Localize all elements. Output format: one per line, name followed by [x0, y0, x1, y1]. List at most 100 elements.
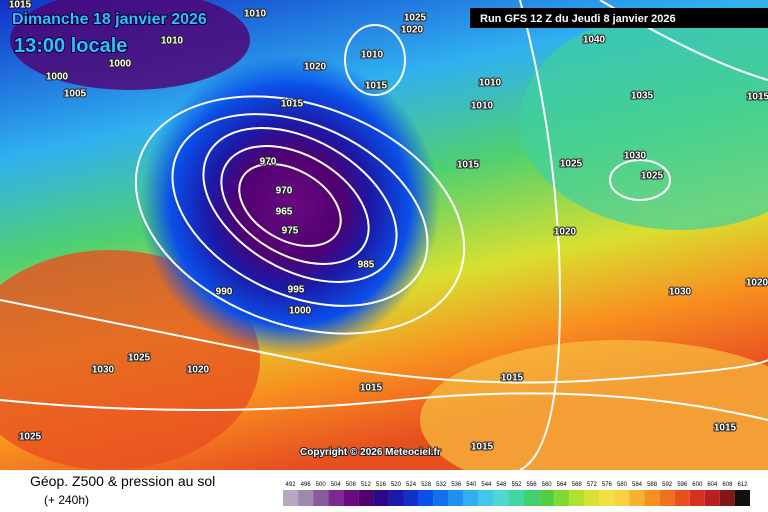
- legend-label: 516: [376, 482, 387, 488]
- isobar-label: 1015: [360, 383, 383, 394]
- isobar-label: 1015: [457, 160, 480, 171]
- isobar-label: 1020: [746, 278, 768, 289]
- legend-swatch: [659, 490, 675, 506]
- isobar-label: 1015: [365, 81, 388, 92]
- isobar-label: 1005: [64, 89, 87, 100]
- legend-swatch: [508, 490, 525, 506]
- low-area: [90, 45, 490, 365]
- legend-label: 576: [602, 482, 613, 488]
- high-area: [520, 10, 768, 230]
- isobar-label: 1010: [361, 50, 384, 61]
- legend-label: 548: [496, 482, 507, 488]
- footer-lead: (+ 240h): [44, 493, 89, 507]
- legend-swatch: [433, 490, 449, 506]
- legend-label: 600: [692, 482, 703, 488]
- legend-label: 540: [466, 482, 477, 488]
- legend-label: 544: [481, 482, 492, 488]
- legend-swatch: [388, 490, 404, 506]
- isobar-label: 1015: [9, 0, 32, 11]
- footer-title: Géop. Z500 & pression au sol: [30, 473, 215, 489]
- isobar-label: 1015: [281, 99, 304, 110]
- legend-swatch: [689, 490, 705, 506]
- legend-swatch: [343, 490, 359, 506]
- legend-label: 568: [572, 482, 583, 488]
- legend-label: 596: [677, 482, 688, 488]
- legend-label: 524: [406, 482, 417, 488]
- legend-label: 496: [301, 482, 312, 488]
- isobar-label: 1035: [631, 91, 654, 102]
- legend-label: 608: [722, 482, 733, 488]
- isobar-label: 990: [216, 287, 233, 298]
- isobar-label: 975: [282, 226, 299, 237]
- legend-label: 492: [286, 482, 297, 488]
- legend-label: 520: [391, 482, 402, 488]
- warm-area: [420, 340, 768, 500]
- date: Dimanche 18 janvier 2026: [12, 11, 207, 28]
- isobar-label: 1030: [669, 287, 692, 298]
- isobar-label: 1025: [19, 432, 42, 443]
- legend-label: 552: [511, 482, 522, 488]
- legend-swatch: [644, 490, 660, 506]
- legend-swatch: [358, 490, 374, 506]
- isobar-labels: 1015 1010 1025 1020 1010 1000 1000 1005 1010 1020…: [8, 0, 768, 454]
- legend-swatch: [493, 490, 509, 506]
- isobar-label: 1015: [747, 92, 768, 103]
- isobar-label: 985: [358, 260, 375, 271]
- legend-swatch: [584, 490, 600, 506]
- isobar-label: 1010: [161, 36, 184, 47]
- legend-swatch: [373, 490, 389, 506]
- isobar-label: 1010: [471, 101, 494, 112]
- legend-swatch: [704, 490, 720, 506]
- legend-swatch: [524, 490, 540, 506]
- legend-label: 528: [421, 482, 432, 488]
- isobars: [0, 0, 768, 470]
- legend-swatch: [629, 490, 645, 506]
- time: 13:00 locale: [14, 35, 127, 57]
- legend-label: 560: [542, 482, 553, 488]
- isobar-label: 1020: [304, 62, 327, 73]
- copyright: Copyright © 2026 Meteociel.fr: [300, 447, 441, 458]
- legend-swatch: [463, 490, 479, 506]
- isobar-label: 1000: [46, 72, 69, 83]
- isobar-label: 1015: [714, 423, 737, 434]
- isobar-label: 970: [260, 157, 277, 168]
- legend-swatch: [569, 490, 585, 506]
- legend: 492 496 500 504 508 512 516 520 524 528 532 536 540 5…: [283, 482, 750, 506]
- isobar-label: 1015: [471, 442, 494, 453]
- isobar-label: 1025: [560, 159, 583, 170]
- isobar-label: 1020: [554, 227, 577, 238]
- legend-label: 564: [557, 482, 568, 488]
- legend-swatch: [554, 490, 570, 506]
- legend-label: 512: [361, 482, 372, 488]
- legend-label: 592: [662, 482, 673, 488]
- legend-swatch: [719, 490, 735, 506]
- isobar-label: 1020: [401, 25, 424, 36]
- legend-label: 572: [587, 482, 598, 488]
- run-info: Run GFS 12 Z du Jeudi 8 janvier 2026: [480, 13, 676, 25]
- legend-swatch: [328, 490, 344, 506]
- isobar-label: 1015: [501, 373, 524, 384]
- legend-label: 584: [632, 482, 643, 488]
- isobar-label: 970: [276, 186, 293, 197]
- legend-label: 500: [316, 482, 327, 488]
- isobar-label: 1030: [624, 151, 647, 162]
- legend-swatch: [418, 490, 434, 506]
- isobar-label: 1020: [187, 365, 210, 376]
- legend-swatch: [674, 490, 690, 506]
- legend-label: 588: [647, 482, 658, 488]
- legend-swatch: [298, 490, 314, 506]
- legend-label: 536: [451, 482, 462, 488]
- isobar-label: 1015: [9, 0, 32, 11]
- legend-label: 580: [617, 482, 628, 488]
- isobar-label: 1000: [289, 306, 312, 317]
- legend-swatch: [539, 490, 555, 506]
- legend-swatch: [478, 490, 494, 506]
- run-box: [470, 8, 768, 28]
- isobar-label: 1000: [109, 59, 132, 70]
- legend-label: 612: [737, 482, 748, 488]
- legend-swatch: [448, 490, 464, 506]
- isobar-label: 1040: [583, 35, 606, 46]
- legend-label: 508: [346, 482, 357, 488]
- legend-swatch: [403, 490, 419, 506]
